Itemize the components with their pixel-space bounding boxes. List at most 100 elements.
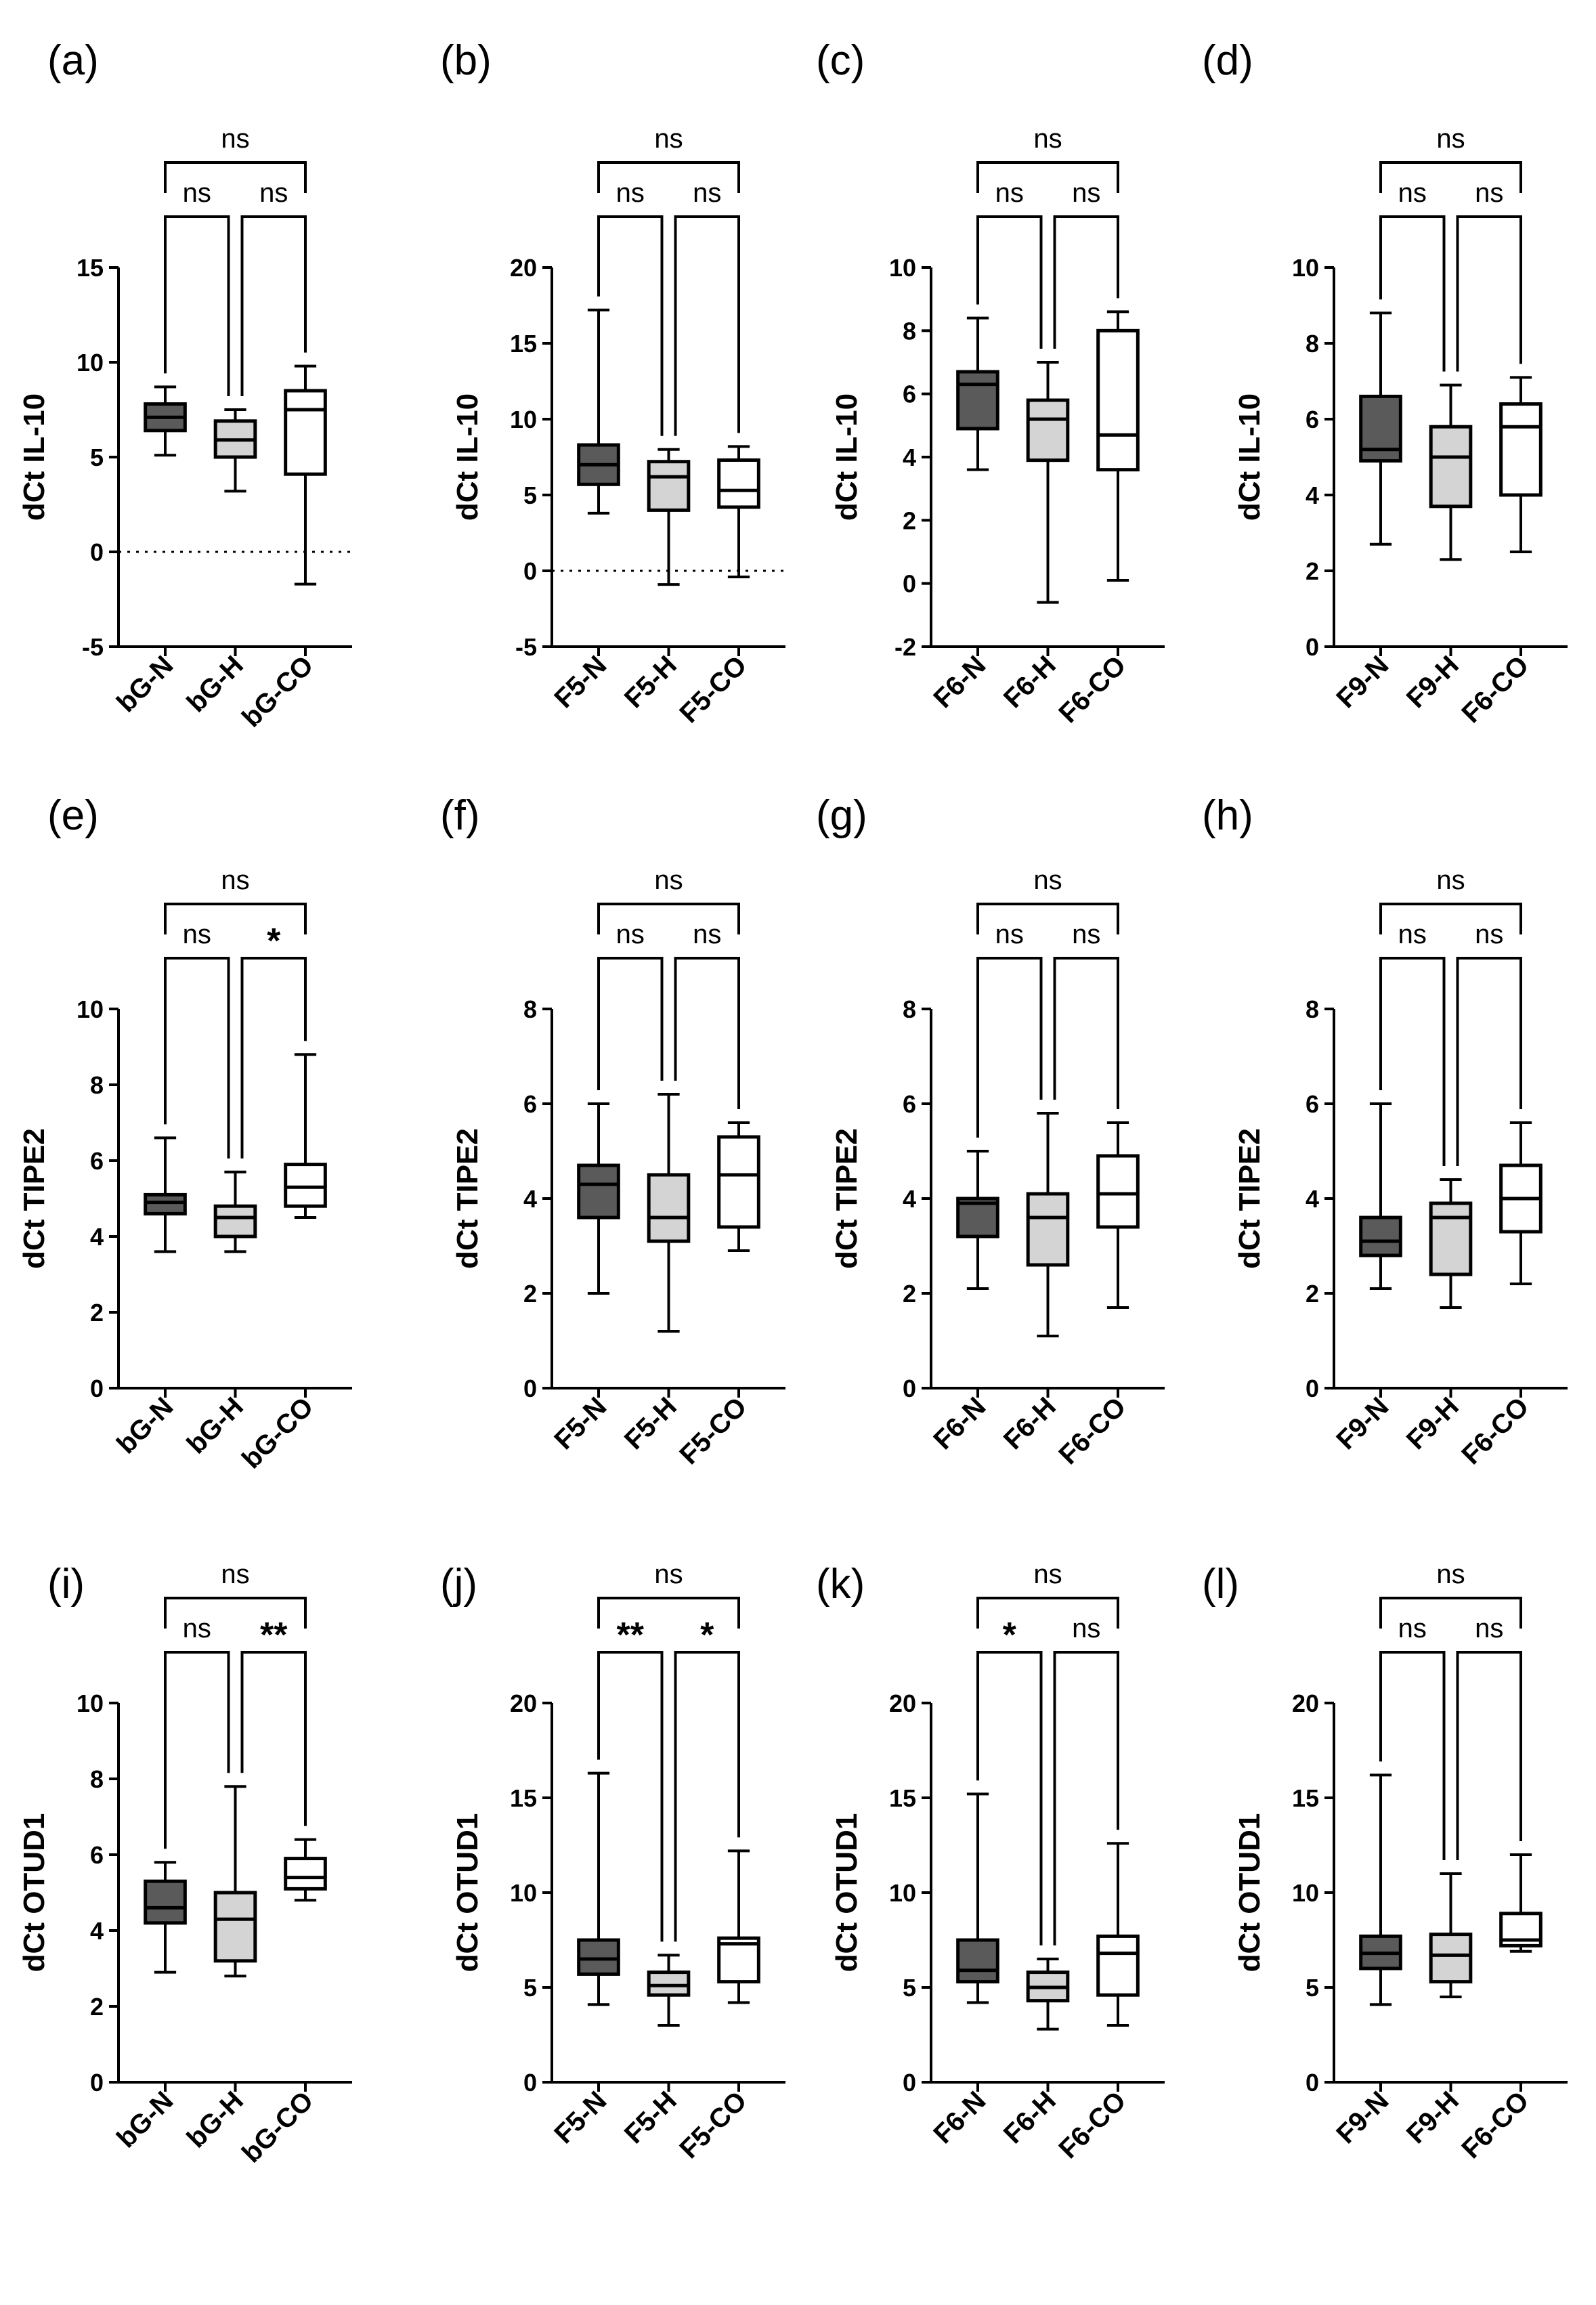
- bracket-line: [164, 161, 307, 193]
- bracket-line: [597, 215, 664, 436]
- significance-bracket: *: [674, 1616, 740, 1942]
- bracket-line: [1379, 215, 1446, 372]
- x-tick-label: F9-N: [1331, 650, 1394, 714]
- box-F9-H: F9-H: [1401, 383, 1473, 714]
- box-F6-CO: F6-CO: [1456, 1121, 1543, 1470]
- box-bG-H: bG-H: [181, 408, 257, 718]
- y-tick-label: 8: [90, 1765, 104, 1793]
- box-F5-N: F5-N: [548, 308, 620, 714]
- box-F6-CO: F6-CO: [1053, 1121, 1140, 1470]
- significance-bracket: ns: [976, 124, 1119, 193]
- significance-label: ns: [654, 124, 683, 154]
- y-tick-label: 2: [903, 1280, 916, 1308]
- bracket-line: [597, 1651, 664, 1942]
- significance-bracket: ns: [164, 124, 307, 193]
- iqr-box: [717, 458, 760, 509]
- significance-bracket: ns: [1456, 920, 1522, 1166]
- y-tick-label: 0: [903, 2069, 916, 2096]
- y-tick-label: 0: [90, 538, 104, 566]
- y-tick-label: 4: [90, 1917, 104, 1945]
- iqr-box: [1026, 398, 1070, 462]
- box-F9-N: F9-N: [1331, 311, 1402, 714]
- panel-label-c: (c): [816, 37, 865, 84]
- bracket-line: [164, 957, 230, 1159]
- panel-label-j: (j): [440, 1561, 477, 1608]
- x-tick-label: F5-H: [619, 650, 683, 714]
- significance-bracket: ns: [1379, 178, 1446, 372]
- significance-label: ns: [1398, 1614, 1427, 1643]
- x-tick-label: F6-CO: [1456, 1392, 1534, 1470]
- iqr-box: [647, 1173, 691, 1243]
- significance-label: ns: [221, 865, 249, 895]
- x-tick-label: bG-N: [111, 2086, 179, 2153]
- y-tick-label: -5: [515, 633, 537, 661]
- bracket-line: [1379, 1597, 1522, 1629]
- x-tick-label: F6-CO: [1456, 2086, 1534, 2164]
- significance-bracket: ns: [597, 178, 664, 436]
- y-tick-label: 15: [510, 330, 537, 358]
- x-tick-label: F6-N: [928, 650, 991, 714]
- y-tick-label: 15: [77, 254, 104, 282]
- y-tick-label: 8: [903, 317, 916, 345]
- x-tick-label: bG-H: [181, 2086, 249, 2153]
- panel-label-g: (g): [816, 792, 867, 839]
- significance-bracket: ns: [597, 124, 740, 193]
- y-axis-title: dCt TIPE2: [18, 1128, 51, 1269]
- significance-bracket: ns: [674, 178, 740, 436]
- significance-bracket: ns: [976, 178, 1043, 349]
- significance-bracket: ns: [1456, 178, 1522, 372]
- bracket-line: [1379, 903, 1522, 934]
- bracket-line: [1456, 1651, 1522, 1860]
- y-tick-label: 2: [1306, 1280, 1319, 1308]
- y-tick-label: 2: [1306, 557, 1319, 585]
- y-tick-label: 20: [889, 1689, 916, 1717]
- x-tick-label: F6-N: [928, 2086, 991, 2149]
- box-F6-H: F6-H: [998, 1112, 1070, 1455]
- y-axis-title: dCt IL-10: [451, 393, 484, 521]
- box-F5-CO: F5-CO: [674, 1849, 760, 2164]
- y-axis-title: dCt OTUD1: [830, 1813, 863, 1973]
- x-tick-label: F9-H: [1401, 2086, 1465, 2149]
- significance-label: ns: [616, 920, 645, 949]
- significance-label: ns: [654, 1559, 683, 1589]
- x-tick-label: bG-CO: [236, 650, 319, 733]
- bracket-line: [1456, 957, 1522, 1166]
- y-axis-title: dCt IL-10: [18, 393, 51, 521]
- significance-bracket: *: [976, 1616, 1043, 1945]
- x-tick-label: bG-CO: [236, 1392, 319, 1474]
- iqr-box: [284, 1857, 327, 1891]
- iqr-box: [144, 1192, 187, 1215]
- significance-label: ns: [1436, 865, 1465, 895]
- significance-bracket: ns: [164, 178, 230, 396]
- y-tick-label: 10: [1292, 254, 1319, 282]
- y-tick-label: 20: [510, 1689, 537, 1717]
- y-axis-title: dCt TIPE2: [1233, 1128, 1266, 1269]
- y-axis-title: dCt OTUD1: [18, 1813, 51, 1973]
- significance-bracket: ns: [164, 1614, 230, 1849]
- significance-bracket: ns: [1379, 124, 1522, 193]
- significance-label: ns: [1033, 865, 1062, 895]
- significance-label: ns: [1436, 124, 1465, 154]
- iqr-box: [717, 1135, 760, 1229]
- x-tick-label: F6-CO: [1456, 650, 1534, 729]
- x-tick-label: F5-CO: [674, 650, 752, 729]
- panel-label-a: (a): [47, 37, 99, 84]
- significance-label: *: [1003, 1616, 1017, 1655]
- significance-label: ns: [1033, 124, 1062, 154]
- bracket-line: [164, 1651, 230, 1849]
- y-tick-label: 0: [903, 1375, 916, 1402]
- iqr-box: [647, 1970, 691, 1997]
- x-tick-label: F5-CO: [674, 1392, 752, 1470]
- x-tick-label: F6-CO: [1053, 650, 1131, 729]
- y-tick-label: 10: [889, 254, 916, 282]
- iqr-box: [1429, 1933, 1473, 1984]
- y-tick-label: 6: [903, 1090, 916, 1118]
- iqr-box: [144, 1879, 187, 1925]
- x-tick-label: F6-CO: [1053, 1392, 1131, 1470]
- bracket-line: [976, 1597, 1119, 1629]
- panel-label-f: (f): [440, 792, 480, 839]
- significance-label: ns: [183, 178, 211, 208]
